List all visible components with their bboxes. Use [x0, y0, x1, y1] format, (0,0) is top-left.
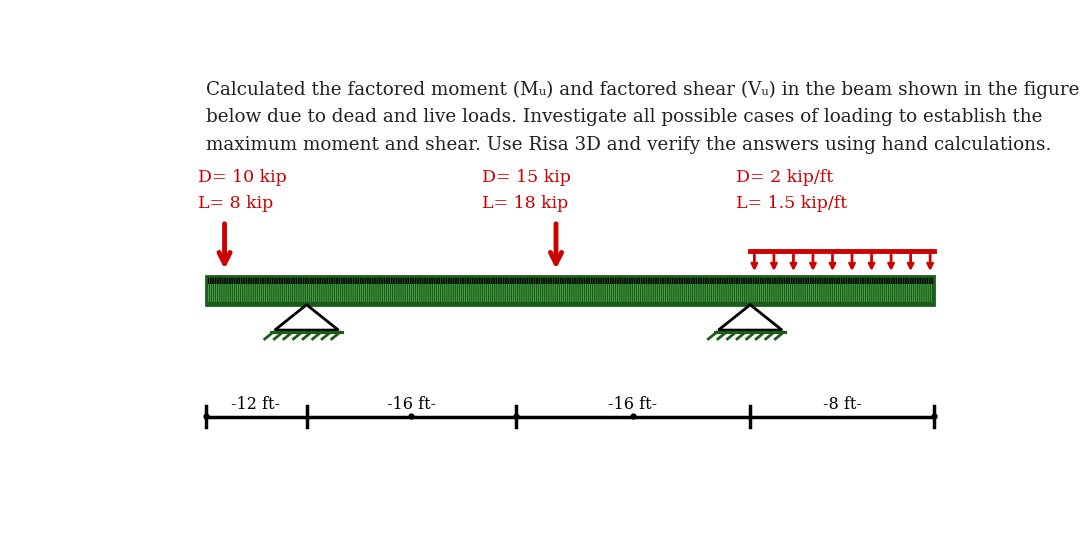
Bar [206, 302, 934, 305]
Polygon shape [718, 305, 782, 330]
Bar [206, 276, 934, 284]
Text: Calculated the factored moment (Mᵤ) and factored shear (Vᵤ) in the beam shown in: Calculated the factored moment (Mᵤ) and … [206, 81, 1080, 99]
Text: D= 2 kip/ft: D= 2 kip/ft [735, 170, 833, 187]
Text: maximum moment and shear. Use Risa 3D and verify the answers using hand calculat: maximum moment and shear. Use Risa 3D an… [206, 136, 1052, 154]
Text: below due to dead and live loads. Investigate all possible cases of loading to e: below due to dead and live loads. Invest… [206, 108, 1042, 126]
Bar [206, 276, 934, 305]
Polygon shape [274, 305, 338, 330]
Text: D= 10 kip: D= 10 kip [198, 170, 286, 187]
Text: L= 1.5 kip/ft: L= 1.5 kip/ft [735, 195, 847, 212]
Text: -8 ft-: -8 ft- [823, 396, 862, 413]
Bar [206, 276, 934, 284]
Text: -12 ft-: -12 ft- [231, 396, 280, 413]
Text: L= 8 kip: L= 8 kip [198, 195, 273, 212]
Bar [206, 276, 934, 305]
Text: -16 ft-: -16 ft- [387, 396, 435, 413]
Bar [206, 276, 934, 305]
Text: -16 ft-: -16 ft- [608, 396, 658, 413]
Text: L= 18 kip: L= 18 kip [482, 195, 568, 212]
Text: D= 15 kip: D= 15 kip [482, 170, 570, 187]
